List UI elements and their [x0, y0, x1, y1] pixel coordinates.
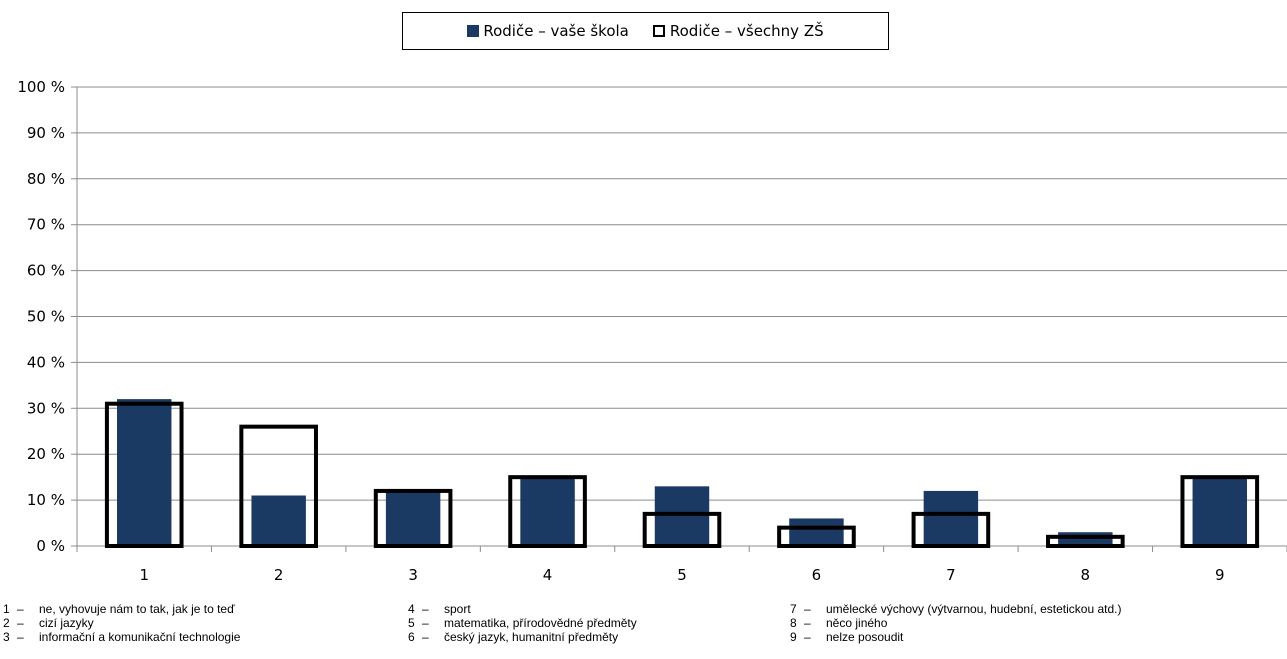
x-tick-label: 4: [543, 566, 553, 584]
legend-label-school: Rodiče – vaše škola: [483, 22, 629, 40]
note-dash: –: [17, 630, 24, 644]
x-tick-label: 2: [274, 566, 284, 584]
note-number: 5: [408, 616, 415, 630]
note-text: něco jiného: [826, 616, 888, 630]
note-number: 8: [790, 616, 797, 630]
bar-school: [116, 399, 172, 546]
bar-school: [789, 518, 844, 546]
note-dash: –: [422, 602, 429, 616]
note-dash: –: [804, 616, 811, 630]
note-dash: –: [804, 630, 811, 644]
note-number: 7: [790, 602, 797, 616]
y-tick-label: 80 %: [27, 170, 65, 188]
bar-all-schools: [508, 475, 587, 548]
bar-school: [1058, 532, 1113, 546]
y-tick-label: 90 %: [27, 124, 65, 142]
x-tick-label: 5: [677, 566, 687, 584]
note-text: umělecké výchovy (výtvarnou, hudební, es…: [826, 602, 1122, 616]
legend-swatch-filled: [467, 25, 480, 37]
x-tick-label: 9: [1215, 566, 1225, 584]
note-text: informační a komunikační technologie: [39, 630, 241, 644]
y-tick-label: 10 %: [27, 491, 65, 509]
bar-all-schools: [1180, 475, 1260, 548]
bar-school: [520, 477, 575, 546]
note-row: 7– umělecké výchovy (výtvarnou, hudební, …: [787, 602, 1121, 616]
bar-all-schools: [911, 511, 991, 548]
y-tick-label: 40 %: [27, 353, 65, 371]
bar-school: [654, 486, 710, 546]
bar-school: [385, 490, 441, 546]
y-tick-label: 100 %: [17, 78, 65, 96]
note-text: nelze posoudit: [826, 630, 904, 644]
note-number: 4: [408, 602, 415, 616]
note-number: 2: [3, 616, 10, 630]
x-tick-label: 6: [812, 566, 822, 584]
note-dash: –: [17, 616, 24, 630]
note-number: 6: [408, 630, 415, 644]
y-tick-label: 0 %: [36, 537, 65, 555]
y-tick-label: 30 %: [27, 399, 65, 417]
note-text: sport: [444, 602, 471, 616]
note-dash: –: [17, 602, 24, 616]
legend-label-all: Rodiče – všechny ZŠ: [669, 22, 824, 40]
bar-school: [923, 490, 979, 546]
notes-column-3: 7– umělecké výchovy (výtvarnou, hudební, …: [787, 602, 1121, 644]
bar-school: [251, 495, 306, 546]
note-row: 8– něco jiného: [787, 616, 1121, 630]
y-tick-label: 20 %: [27, 445, 65, 463]
note-dash: –: [804, 602, 811, 616]
x-tick-label: 7: [946, 566, 956, 584]
note-number: 1: [3, 602, 10, 616]
notes-column-2: 4– sport 5– matematika, přírodovědné předm…: [405, 602, 637, 644]
notes-column-1: 1– ne, vyhovuje nám to tak, jak je to teď…: [0, 602, 240, 644]
y-tick-label: 60 %: [27, 262, 65, 280]
bar-all-schools: [642, 511, 722, 548]
note-row: 9– nelze posoudit: [787, 630, 1121, 644]
y-tick-label: 70 %: [27, 216, 65, 234]
x-tick-label: 1: [139, 566, 149, 584]
note-number: 9: [790, 630, 797, 644]
legend-item-school: Rodiče – vaše škola: [467, 22, 629, 40]
chart-area: Rodiče – vaše škola Rodiče – všechny ZŠ …: [17, 12, 1287, 584]
note-row: 2– cizí jazyky: [0, 616, 240, 630]
x-tick-label: 3: [408, 566, 418, 584]
note-row: 3– informační a komunikační technologie: [0, 630, 240, 644]
bar-all-schools: [104, 401, 184, 548]
bar-all-schools: [239, 424, 318, 548]
note-text: cizí jazyky: [39, 616, 94, 630]
note-row: 5– matematika, přírodovědné předměty: [405, 616, 637, 630]
note-text: ne, vyhovuje nám to tak, jak je to teď: [39, 602, 235, 616]
note-row: 4– sport: [405, 602, 637, 616]
chart-legend: Rodiče – vaše škola Rodiče – všechny ZŠ: [402, 12, 889, 50]
legend-item-all: Rodiče – všechny ZŠ: [652, 22, 824, 40]
note-row: 6– český jazyk, humanitní předměty: [405, 630, 637, 644]
legend-swatch-outline: [652, 25, 665, 37]
note-dash: –: [422, 616, 429, 630]
bar-all-schools: [1046, 534, 1125, 549]
bar-school: [1192, 477, 1248, 546]
note-text: matematika, přírodovědné předměty: [444, 616, 637, 630]
category-notes: 1– ne, vyhovuje nám to tak, jak je to teď…: [0, 602, 1287, 659]
note-number: 3: [3, 630, 10, 644]
note-text: český jazyk, humanitní předměty: [444, 630, 619, 644]
y-tick-label: 50 %: [27, 308, 65, 326]
note-row: 1– ne, vyhovuje nám to tak, jak je to teď: [0, 602, 240, 616]
bar-all-schools: [777, 525, 856, 549]
bar-all-schools: [373, 488, 453, 549]
x-tick-label: 8: [1081, 566, 1091, 584]
note-dash: –: [422, 630, 429, 644]
bar-chart-svg: 0 % 10 % 20 % 30 % 40 % 50 % 60 % 70 % 80 % 90 % 1…: [17, 78, 1287, 584]
